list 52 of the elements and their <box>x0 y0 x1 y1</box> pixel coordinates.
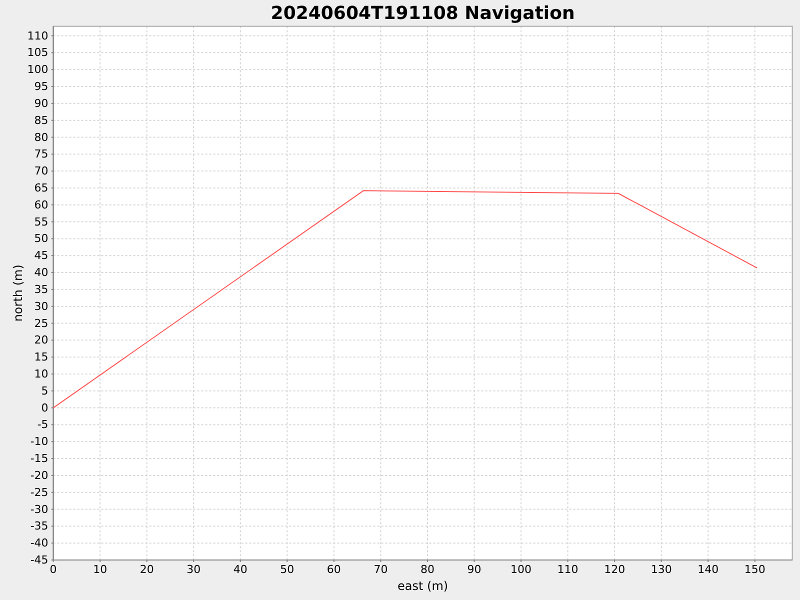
y-tick-label: 0 <box>41 401 48 414</box>
y-tick-label: 5 <box>41 384 48 398</box>
y-tick-label: 15 <box>34 350 48 364</box>
x-tick-label: 0 <box>50 562 57 576</box>
y-axis-title: north (m) <box>11 264 25 322</box>
y-tick-label: 65 <box>34 181 48 194</box>
x-tick-label: 90 <box>467 562 482 576</box>
y-tick-label: 70 <box>34 164 48 178</box>
x-tick-label: 140 <box>698 562 719 576</box>
y-tick-label: 60 <box>34 198 48 212</box>
y-tick-label: 80 <box>34 130 48 144</box>
x-tick-label: 10 <box>93 562 108 576</box>
y-tick-label: 110 <box>27 29 48 42</box>
x-tick-label: 150 <box>744 562 766 576</box>
x-tick-label: 30 <box>186 562 201 576</box>
y-tick-label: -10 <box>30 435 48 448</box>
y-tick-label: 105 <box>27 46 48 60</box>
y-tick-label: 90 <box>34 96 48 110</box>
y-tick-label: 55 <box>34 215 48 228</box>
y-tick-label: 30 <box>34 300 48 313</box>
x-tick-label: 20 <box>140 562 154 576</box>
x-tick-label: 50 <box>280 562 294 576</box>
y-tick-label: -30 <box>30 502 48 516</box>
x-tick-label: 60 <box>326 562 341 576</box>
x-axis-title: east (m) <box>398 579 448 593</box>
x-tick-label: 70 <box>374 562 388 576</box>
y-tick-label: -40 <box>30 536 48 550</box>
x-tick-label: 120 <box>604 562 626 576</box>
y-tick-label: 35 <box>34 282 48 296</box>
x-tick-label: 100 <box>510 562 532 576</box>
x-tick-label: 80 <box>420 562 434 576</box>
y-tick-label: -45 <box>30 554 48 567</box>
line-series <box>52 190 758 408</box>
y-tick-label: -25 <box>30 486 48 499</box>
y-tick-label: -35 <box>30 520 48 533</box>
y-tick-label: -5 <box>37 418 48 432</box>
y-tick-label: 100 <box>27 63 48 76</box>
chart-title: 20240604T191108 Navigation <box>270 3 575 24</box>
y-tick-label: 85 <box>34 114 48 127</box>
x-tick-label: 40 <box>233 562 248 576</box>
x-tick-label: 110 <box>557 562 578 576</box>
y-tick-label: 25 <box>34 316 48 330</box>
x-tick-label: 130 <box>650 562 672 576</box>
y-tick-label: -15 <box>30 452 48 466</box>
y-tick-label: 75 <box>34 148 48 161</box>
y-tick-label: 20 <box>34 334 48 347</box>
y-tick-label: -20 <box>30 468 48 482</box>
y-tick-label: 50 <box>34 232 48 246</box>
y-tick-label: 40 <box>34 266 48 280</box>
y-tick-label: 10 <box>34 368 48 381</box>
y-tick-label: 95 <box>34 80 48 94</box>
y-tick-label: 45 <box>34 249 48 262</box>
